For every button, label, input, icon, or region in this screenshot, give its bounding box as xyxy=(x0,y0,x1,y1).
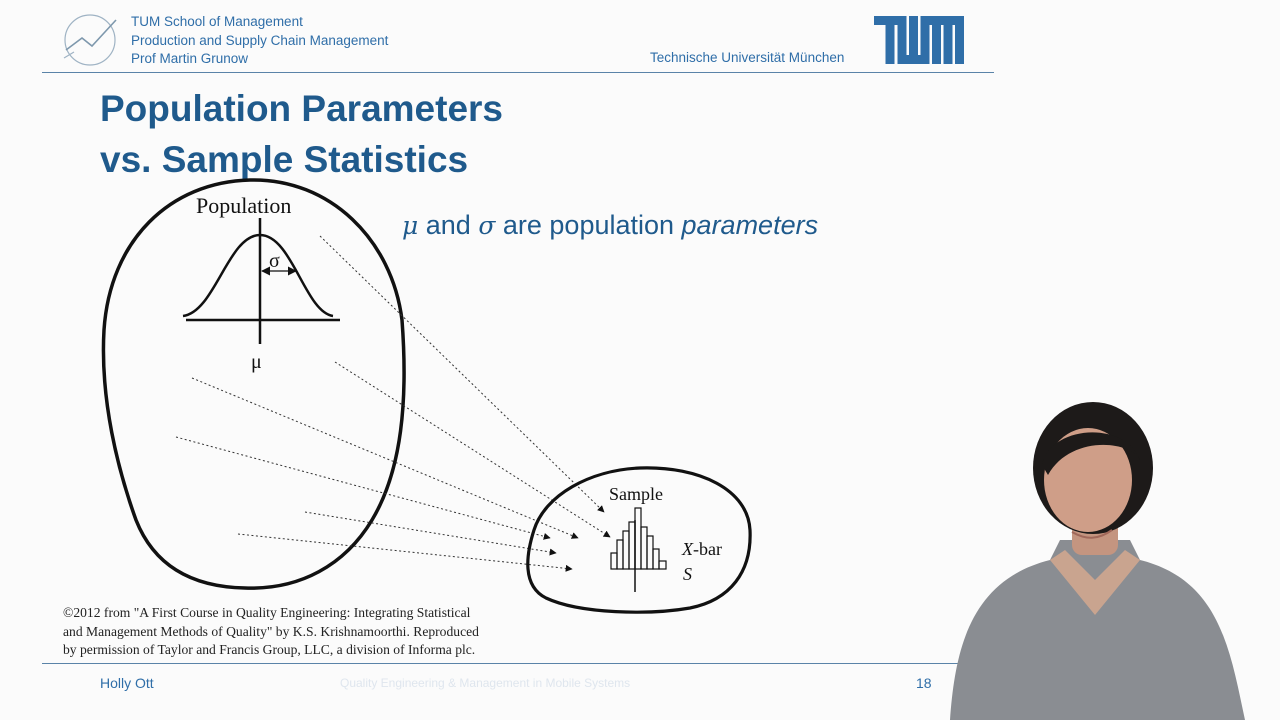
statement-and: and xyxy=(418,210,479,240)
population-outline xyxy=(101,178,406,590)
sample-histogram xyxy=(610,507,667,570)
slide-title-line-2: vs. Sample Statistics xyxy=(100,139,469,180)
footer-presenter-name: Holly Ott xyxy=(100,675,154,691)
sample-outline xyxy=(526,466,752,614)
page-number: 18 xyxy=(916,675,932,691)
s-label: S xyxy=(683,564,692,584)
sampling-arrow xyxy=(175,436,551,540)
copyright-line-1: ©2012 from "A First Course in Quality En… xyxy=(63,605,471,620)
xbar-label: X-bar xyxy=(681,539,722,559)
sampling-arrow xyxy=(319,235,605,513)
school-logo-icon xyxy=(63,14,117,66)
header-divider xyxy=(42,72,994,73)
mu-label: μ xyxy=(251,351,262,373)
sampling-arrow xyxy=(304,511,557,556)
copyright-line-3: by permission of Taylor and Francis Grou… xyxy=(63,642,476,657)
copyright-line-2: and Management Methods of Quality" by K.… xyxy=(63,623,479,639)
sigma-symbol: σ xyxy=(478,211,496,240)
tum-logo-icon xyxy=(874,16,964,64)
population-label: Population xyxy=(196,193,291,218)
presenter-video-overlay xyxy=(950,402,1245,720)
slide-title-line-1: Population Parameters xyxy=(100,88,504,129)
footer-course-title: Quality Engineering & Management in Mobi… xyxy=(340,676,631,690)
statement-emphasis: parameters xyxy=(681,210,819,240)
sample-label: Sample xyxy=(609,484,663,504)
copyright-notice: ©2012 from "A First Course in Quality En… xyxy=(63,604,479,660)
school-info: TUM School of Management Production and … xyxy=(131,13,388,69)
mu-symbol: μ xyxy=(402,211,419,240)
sampling-arrow xyxy=(237,533,573,572)
professor-name: Prof Martin Grunow xyxy=(131,51,249,67)
parameters-statement: μ and σ are population parameters xyxy=(402,210,818,241)
sigma-label: σ xyxy=(269,250,280,272)
slide-title: Population Parameters vs. Sample Statist… xyxy=(100,83,503,185)
normal-curve xyxy=(182,233,334,318)
university-name: Technische Universität München xyxy=(650,50,845,65)
school-name: TUM School of Management xyxy=(131,14,303,29)
chair-name: Production and Supply Chain Management xyxy=(131,32,389,48)
sampling-arrow xyxy=(334,361,611,538)
footer-divider xyxy=(42,663,994,664)
sampling-arrow xyxy=(191,377,579,539)
statement-are: are population xyxy=(495,210,682,240)
